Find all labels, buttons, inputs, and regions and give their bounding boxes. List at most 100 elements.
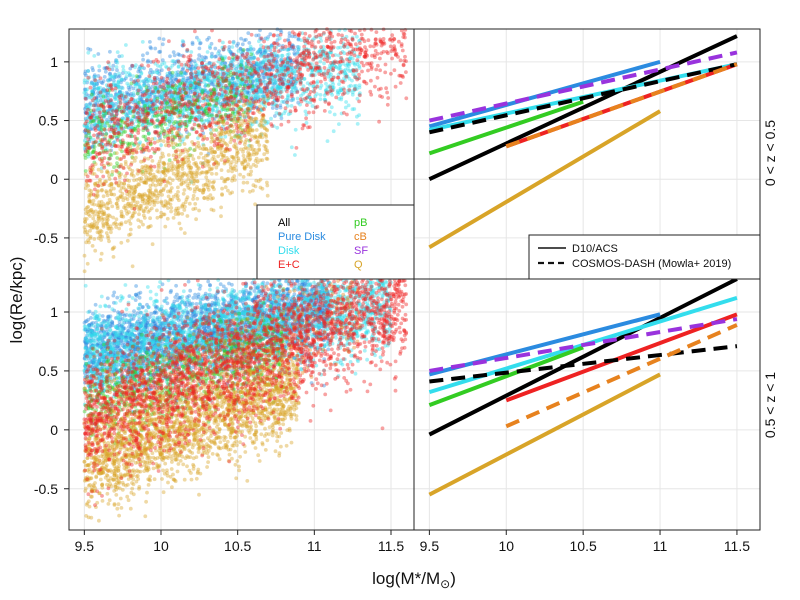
scatter-point-pure-disk [270,43,274,47]
scatter-point-disk [249,46,253,51]
scatter-point-disk [343,68,348,72]
scatter-point-q [110,204,115,209]
scatter-point-eplusc [219,115,224,119]
scatter-point-eplusc [106,60,111,64]
scatter-point-pure-disk [247,41,252,45]
scatter-point-disk [159,143,164,148]
scatter-point-eplusc [342,44,347,49]
scatter-point-q [241,153,246,158]
scatter-point-eplusc [266,102,271,106]
scatter-point-q [182,188,187,192]
scatter-point-q [169,164,174,169]
scatter-point-q [137,192,142,197]
scatter-point-eplusc [189,75,194,80]
scatter-point-pure-disk [273,41,278,45]
scatter-point-eplusc [133,140,138,145]
scatter-point-pure-disk [137,105,142,109]
scatter-point-eplusc [183,127,188,132]
scatter-point-q [97,205,102,210]
scatter-point-disk [162,61,167,65]
scatter-point-eplusc [355,58,360,63]
scatter-point-q [161,139,166,144]
scatter-point-eplusc [378,56,382,61]
scatter-point-eplusc [207,68,212,73]
scatter-point-pure-disk [262,75,267,80]
scatter-point-q [262,132,267,137]
scatter-point-q [104,190,109,195]
scatter-point-eplusc [216,141,221,146]
scatter-point-q [142,201,147,206]
scatter-point-q [176,190,180,194]
scatter-point-pure-disk [168,54,172,59]
scatter-point-disk [157,81,162,86]
scatter-point-q [219,205,224,210]
scatter-point-eplusc [116,122,121,126]
scatter-point-pure-disk [197,53,202,58]
scatter-point-q [97,200,102,205]
scatter-point-pure-disk [147,86,151,90]
scatter-point-pure-disk [138,113,143,118]
scatter-point-eplusc [402,58,407,63]
scatter-point-q [119,186,124,190]
scatter-point-pure-disk [206,90,211,95]
scatter-point-q [251,183,256,188]
scatter-point-q [230,160,234,165]
scatter-point-eplusc [190,110,195,115]
scatter-point-eplusc [146,141,151,146]
scatter-point-q [91,198,96,203]
scatter-point-eplusc [229,66,234,71]
scatter-point-eplusc [118,101,123,106]
scatter-point-pure-disk [251,88,256,93]
scatter-point-pure-disk [278,103,283,108]
scatter-point-eplusc [249,32,254,37]
scatter-point-pure-disk [137,67,142,71]
scatter-point-pure-disk [90,66,95,70]
scatter-point-eplusc [362,27,367,32]
scatter-point-q [234,168,238,173]
scatter-point-eplusc [97,152,102,156]
scatter-point-eplusc [149,164,153,169]
scatter-point-eplusc [283,38,287,43]
scatter-point-q [132,199,137,204]
scatter-point-eplusc [239,130,244,135]
scatter-point-eplusc [291,45,296,50]
scatter-point-pure-disk [286,83,290,88]
scatter-point-eplusc [156,90,161,94]
scatter-point-pure-disk [254,90,259,94]
scatter-point-q [139,206,144,211]
scatter-point-eplusc [303,31,308,36]
scatter-point-eplusc [256,74,261,79]
scatter-point-q [136,182,141,187]
scatter-point-eplusc [142,158,147,163]
scatter-point-eplusc [154,81,159,85]
scatter-point-q [255,160,260,165]
scatter-point-eplusc [386,96,391,100]
scatter-point-disk [189,50,194,54]
scatter-point-pure-disk [246,58,250,63]
scatter-point-pb [146,132,151,136]
scatter-point-q [92,237,97,241]
scatter-point-eplusc [172,111,177,116]
scatter-point-eplusc [373,49,378,53]
scatter-point-eplusc [126,123,130,128]
scatter-point-eplusc [91,192,96,197]
scatter-point-eplusc [341,80,346,85]
scatter-point-q [114,151,119,156]
scatter-point-eplusc [104,142,108,147]
scatter-point-pure-disk [256,33,261,38]
scatter-point-eplusc [239,72,243,77]
scatter-point-pure-disk [202,74,207,79]
scatter-point-eplusc [84,178,89,183]
scatter-point-q [265,150,270,155]
scatter-point-disk [330,93,334,97]
scatter-point-eplusc [159,104,164,109]
scatter-point-pure-disk [197,46,202,51]
scatter-point-pure-disk [179,96,184,100]
scatter-point-disk [344,100,348,104]
scatter-point-disk [152,70,156,74]
scatter-point-disk [82,90,87,95]
scatter-point-q [108,214,112,219]
scatter-point-eplusc [130,63,135,68]
scatter-point-eplusc [129,122,134,126]
scatter-point-eplusc [325,52,330,57]
